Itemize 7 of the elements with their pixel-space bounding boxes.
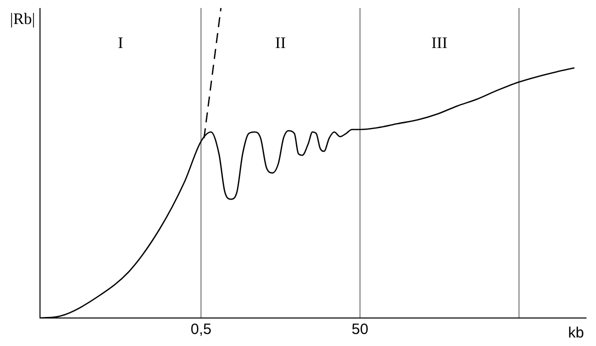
annotation: I (118, 35, 124, 52)
x-tick-label: 50 (352, 321, 368, 338)
annotation: III (431, 35, 448, 52)
x-tick-label: 0,5 (190, 321, 212, 338)
x-axis-title: kb (568, 324, 584, 342)
annotation: II (275, 35, 286, 52)
y-axis-title: |Rb| (10, 11, 36, 28)
